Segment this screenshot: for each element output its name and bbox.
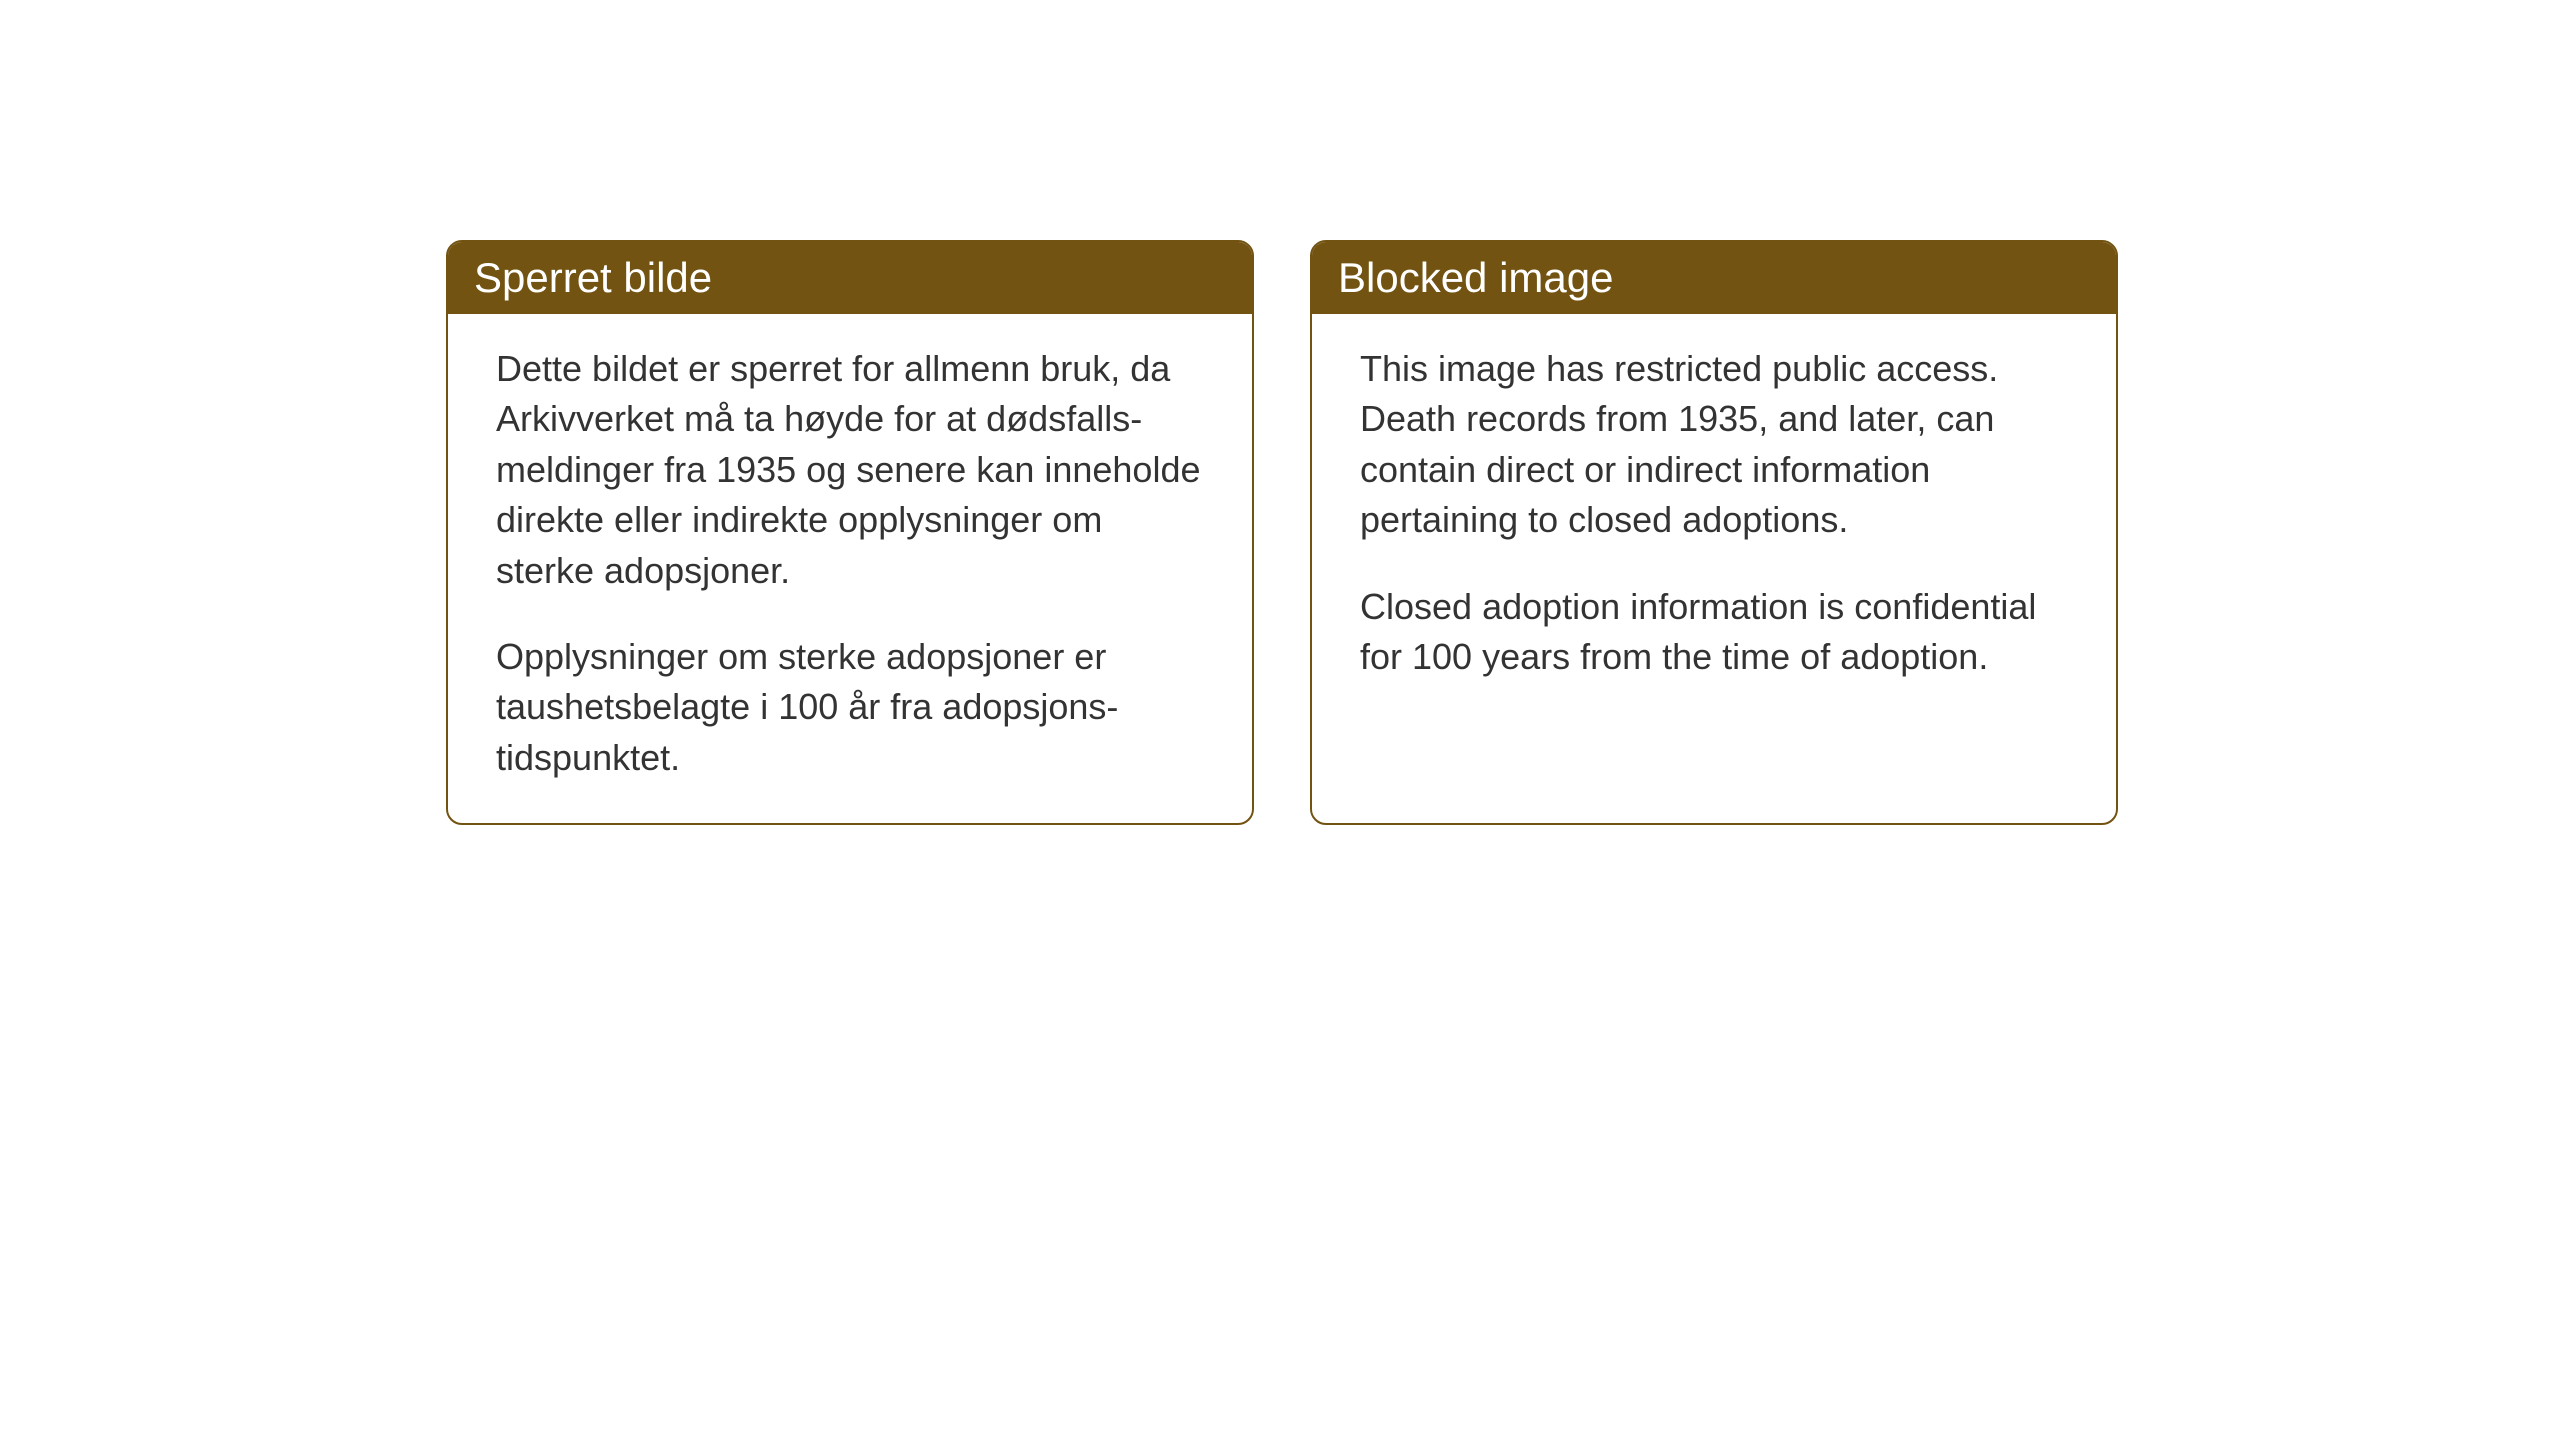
notice-paragraph-1-english: This image has restricted public access.… [1360, 344, 2068, 546]
notice-body-english: This image has restricted public access.… [1312, 314, 2116, 722]
notice-paragraph-2-norwegian: Opplysninger om sterke adopsjoner er tau… [496, 632, 1204, 783]
notice-container: Sperret bilde Dette bildet er sperret fo… [446, 240, 2118, 825]
notice-card-norwegian: Sperret bilde Dette bildet er sperret fo… [446, 240, 1254, 825]
notice-header-norwegian: Sperret bilde [448, 242, 1252, 314]
notice-card-english: Blocked image This image has restricted … [1310, 240, 2118, 825]
notice-paragraph-2-english: Closed adoption information is confident… [1360, 582, 2068, 683]
notice-body-norwegian: Dette bildet er sperret for allmenn bruk… [448, 314, 1252, 823]
notice-paragraph-1-norwegian: Dette bildet er sperret for allmenn bruk… [496, 344, 1204, 596]
notice-header-english: Blocked image [1312, 242, 2116, 314]
